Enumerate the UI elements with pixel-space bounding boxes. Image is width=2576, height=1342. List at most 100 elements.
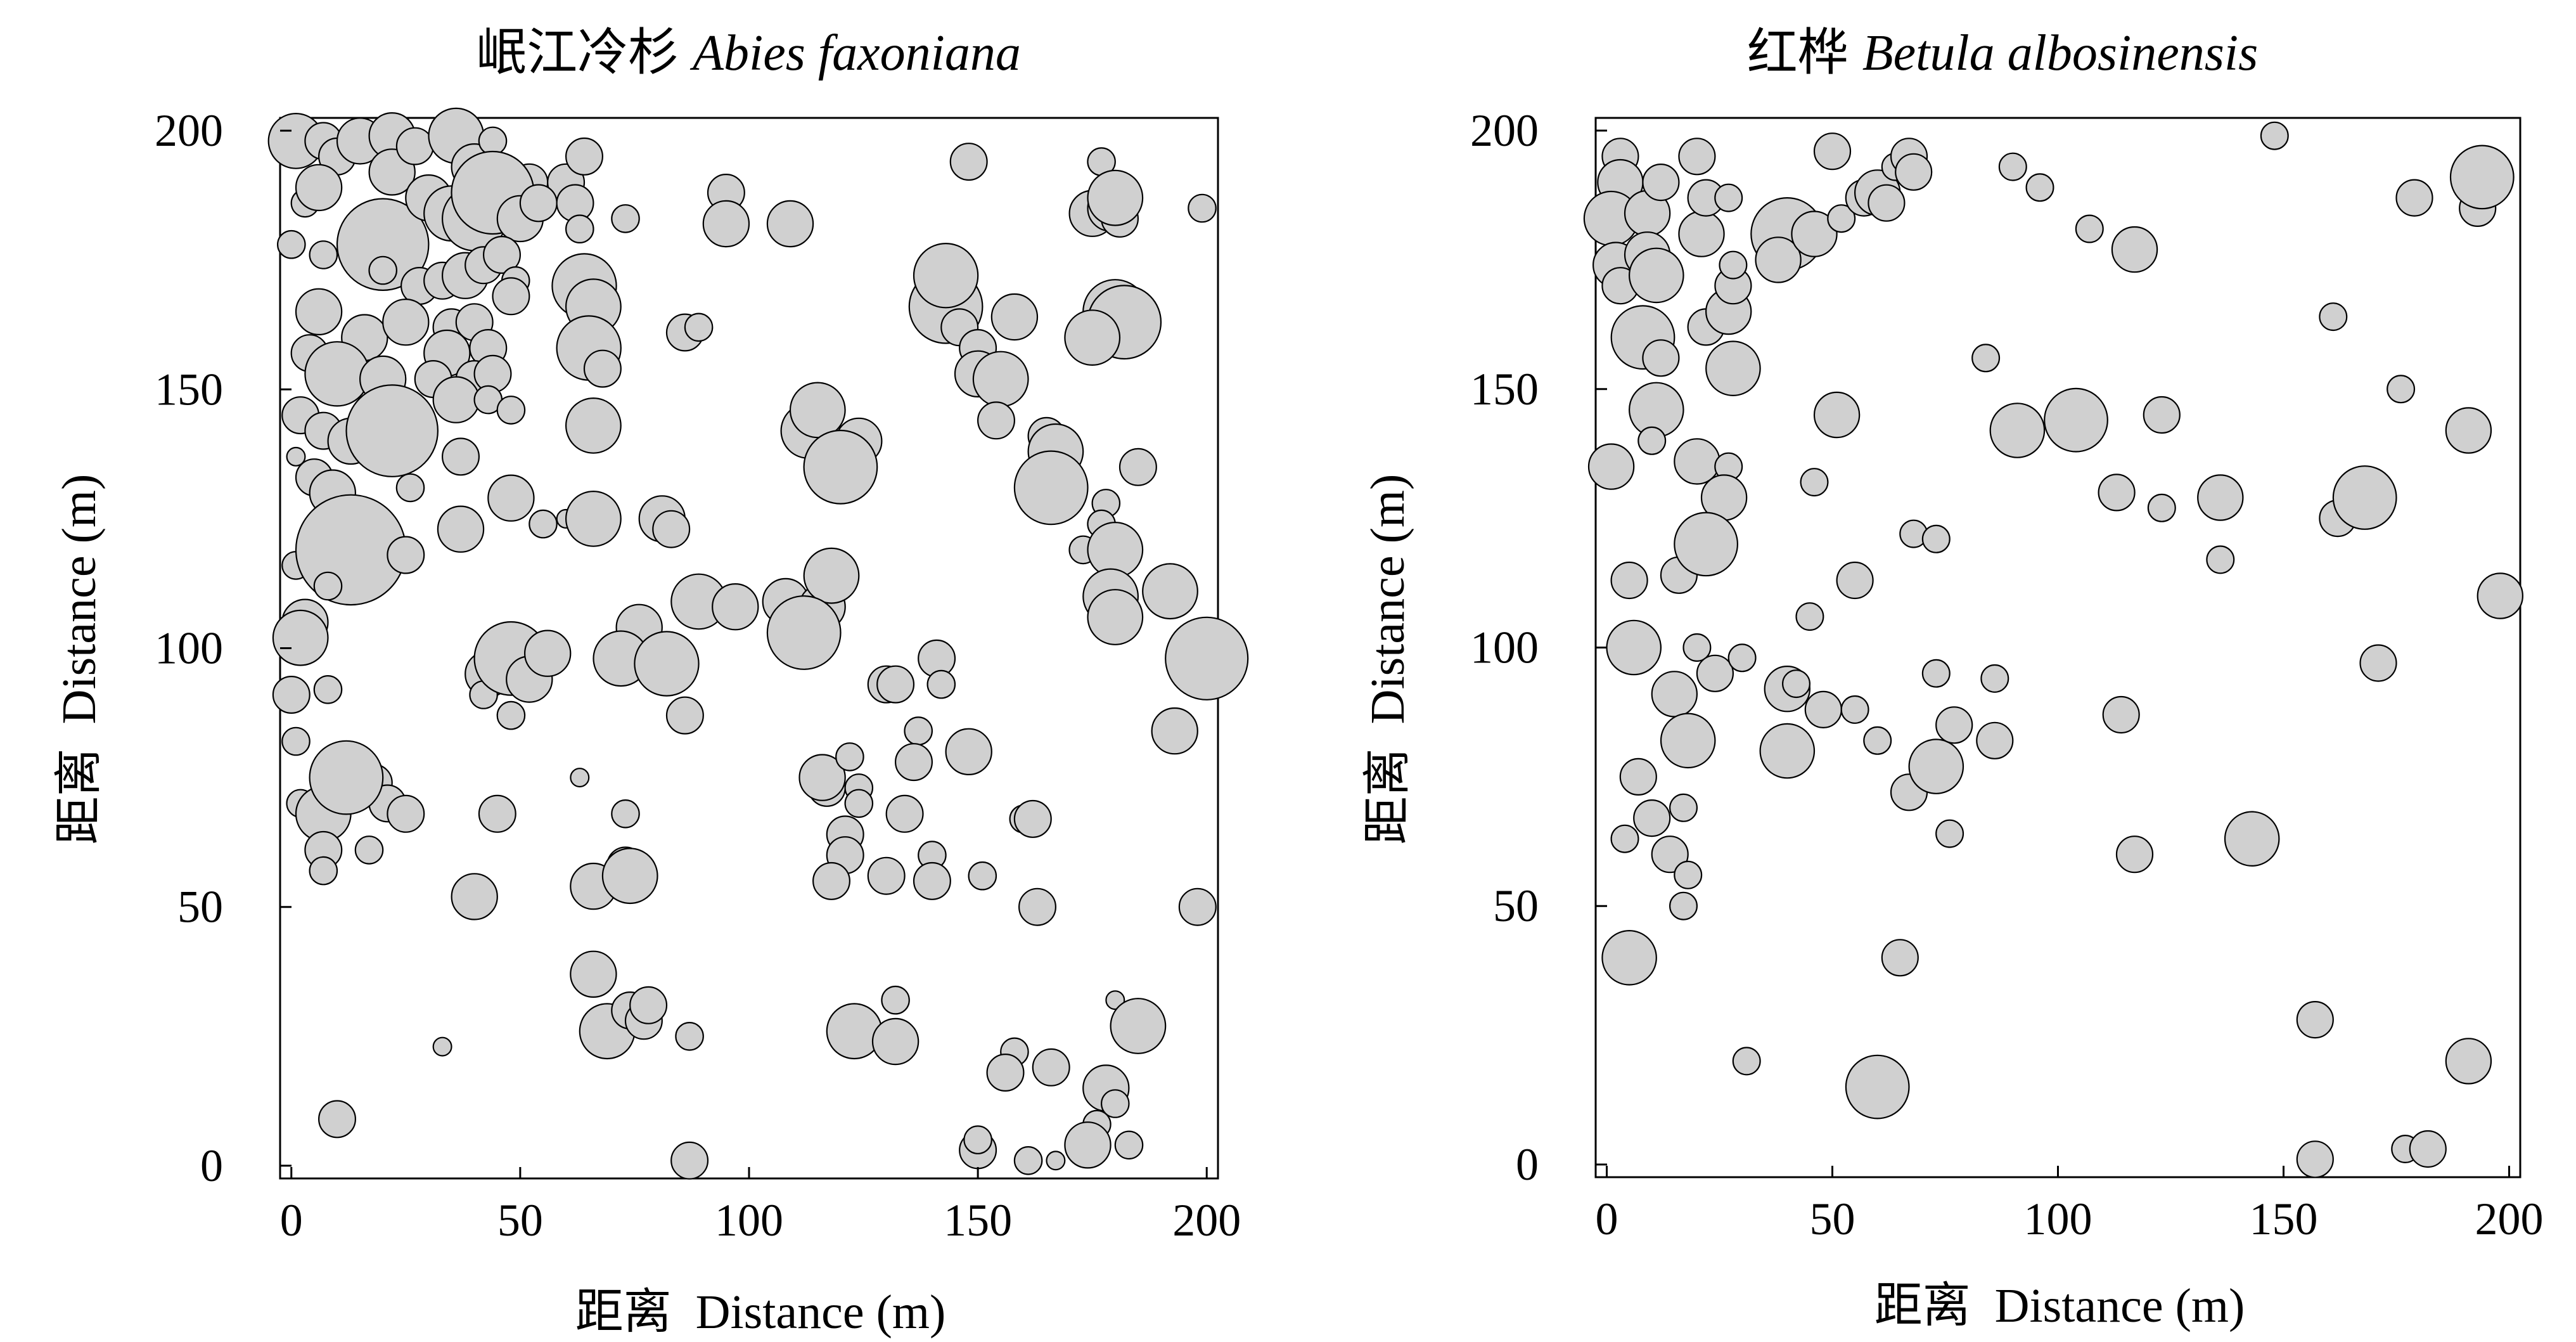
tree-point xyxy=(565,137,603,176)
tree-point xyxy=(286,446,306,467)
tree-point xyxy=(368,255,398,285)
tree-point xyxy=(1976,721,2014,759)
tree-point xyxy=(990,293,1039,341)
x-tick-label: 100 xyxy=(715,1195,783,1246)
tree-point xyxy=(876,665,915,704)
tree-point xyxy=(1118,448,1157,486)
y-tick-label: 0 xyxy=(1516,1139,1539,1190)
tree-point xyxy=(766,595,842,670)
tree-point xyxy=(712,583,759,631)
tree-point xyxy=(336,198,430,291)
tree-point xyxy=(972,351,1029,408)
tree-point xyxy=(1989,403,2046,458)
tree-point xyxy=(295,288,343,335)
tree-point xyxy=(1696,654,1734,692)
tree-point xyxy=(1674,438,1721,485)
tree-point xyxy=(281,726,311,756)
panel-betula-albosinensis: 红桦 Betula albosinensis 0 50 100 150 200 0… xyxy=(1361,25,2543,1332)
tree-point xyxy=(2409,1130,2447,1168)
tree-point xyxy=(2025,173,2054,202)
tree-point xyxy=(1971,344,2001,373)
tree-point xyxy=(766,200,814,248)
tree-point xyxy=(702,200,750,248)
x-tick-label: 200 xyxy=(2475,1194,2543,1244)
tree-point xyxy=(2206,545,2235,574)
tree-point xyxy=(1637,426,1667,455)
tree-point xyxy=(441,437,480,476)
y-tick-label: 50 xyxy=(1493,881,1539,931)
tree-point xyxy=(1714,183,1743,212)
tree-point xyxy=(977,401,1015,440)
tree-point xyxy=(835,742,864,771)
y-axis-label: 距离 Distance (m) xyxy=(53,474,106,845)
tree-point xyxy=(482,236,521,274)
panel-title-cn: 红桦 xyxy=(1747,25,1849,81)
tree-point xyxy=(1669,891,1698,920)
tree-point xyxy=(1804,690,1842,729)
tree-point xyxy=(826,1003,883,1060)
tree-point xyxy=(2098,474,2136,512)
tree-point xyxy=(2477,572,2523,619)
tree-point xyxy=(451,873,498,920)
tree-point xyxy=(487,474,535,522)
bubble-layer xyxy=(267,107,1249,1180)
panel-title: 岷江冷杉 Abies faxoniana xyxy=(476,25,1021,81)
tree-point xyxy=(1836,561,1874,600)
tree-point xyxy=(881,985,910,1015)
tree-point xyxy=(1845,1054,1910,1119)
y-axis-label: 距离 Distance (m) xyxy=(1361,474,1414,845)
x-tick-label: 200 xyxy=(1172,1195,1241,1246)
tree-point xyxy=(1087,169,1144,226)
panel-title-latin: Betula albosinensis xyxy=(1862,25,2258,81)
y-tick-label: 200 xyxy=(155,105,223,156)
tree-point xyxy=(1921,659,1951,688)
tree-point xyxy=(1660,713,1716,769)
tree-point xyxy=(1868,184,1906,222)
tree-point xyxy=(1863,726,1892,755)
tree-point xyxy=(583,349,622,388)
tree-point xyxy=(913,243,979,309)
tree-point xyxy=(395,473,425,503)
tree-point xyxy=(670,1141,709,1180)
panel-title-cn: 岷江冷杉 xyxy=(476,25,679,81)
tree-point xyxy=(1142,563,1198,620)
tree-point xyxy=(949,143,988,181)
tree-point xyxy=(313,675,343,704)
tree-point xyxy=(1633,799,1671,837)
tree-point xyxy=(570,768,590,788)
tree-point xyxy=(1669,793,1698,822)
tree-point xyxy=(387,794,425,833)
tree-point xyxy=(675,1022,704,1051)
tree-point xyxy=(1610,561,1648,600)
tree-point xyxy=(2387,375,2416,404)
tree-point xyxy=(601,848,658,905)
tree-point xyxy=(968,861,997,891)
tree-point xyxy=(2115,836,2154,874)
tree-point xyxy=(437,505,485,553)
tree-point xyxy=(478,794,516,833)
tree-point xyxy=(2445,1038,2492,1085)
tree-point xyxy=(1064,1121,1112,1169)
axis-ticks xyxy=(1596,129,2510,1177)
tree-point xyxy=(867,856,906,895)
tree-point xyxy=(295,164,343,212)
tree-point xyxy=(629,986,668,1024)
tree-point xyxy=(684,313,714,342)
y-tick-label: 50 xyxy=(177,882,223,932)
tree-point xyxy=(1188,193,1217,223)
tree-point xyxy=(1018,887,1056,926)
tree-point xyxy=(570,950,617,998)
panel-title: 红桦 Betula albosinensis xyxy=(1747,25,2258,81)
tree-point xyxy=(1795,602,1824,631)
tree-point xyxy=(345,384,439,477)
tree-point xyxy=(1678,210,1725,257)
axis-ticks xyxy=(280,129,1208,1178)
tree-point xyxy=(1610,824,1639,853)
tree-point xyxy=(2296,1140,2334,1178)
tree-point xyxy=(963,1125,992,1154)
tree-point xyxy=(309,740,384,815)
panel-abies-faxoniana: 岷江冷杉 Abies faxoniana 0 50 100 150 200 0 5… xyxy=(53,25,1249,1339)
tree-point xyxy=(798,754,846,801)
x-tick-label: 50 xyxy=(497,1195,543,1246)
tree-point xyxy=(1642,164,1680,202)
